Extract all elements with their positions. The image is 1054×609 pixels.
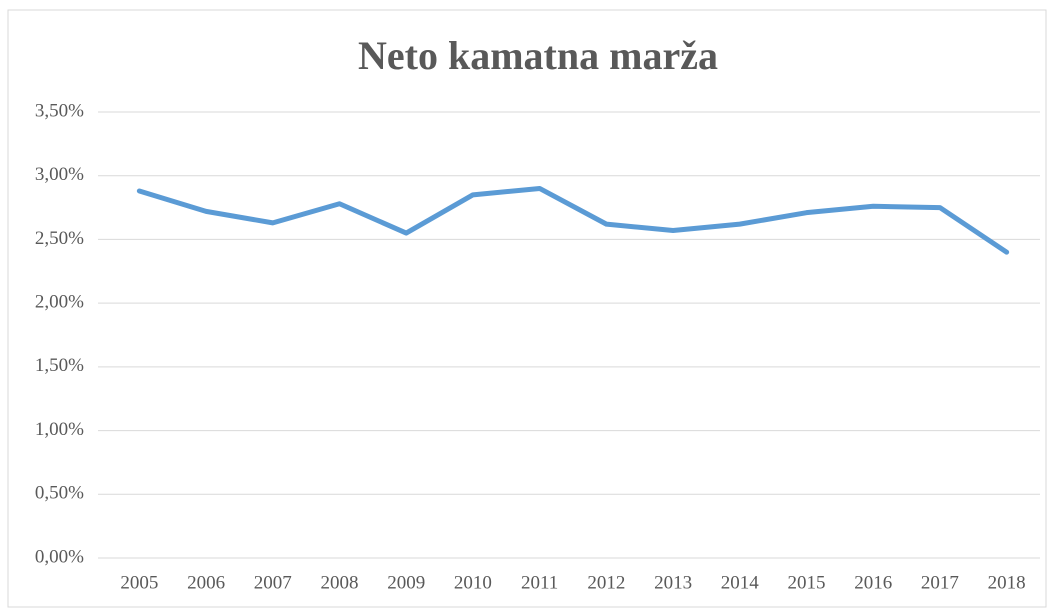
y-tick-label: 3,00%	[35, 164, 84, 185]
y-tick-label: 2,50%	[35, 228, 84, 249]
x-tick-label: 2008	[321, 572, 359, 593]
x-tick-label: 2018	[988, 572, 1026, 593]
x-tick-label: 2005	[120, 572, 158, 593]
y-tick-label: 1,00%	[35, 419, 84, 440]
chart-frame	[7, 9, 1047, 608]
x-tick-label: 2009	[387, 572, 425, 593]
y-tick-label: 2,00%	[35, 292, 84, 313]
y-tick-label: 3,50%	[35, 100, 84, 121]
chart-title: Neto kamatna marža	[358, 33, 718, 78]
x-tick-label: 2015	[788, 572, 826, 593]
x-tick-label: 2006	[187, 572, 225, 593]
x-tick-label: 2017	[921, 572, 959, 593]
x-tick-label: 2007	[254, 572, 292, 593]
x-tick-label: 2016	[854, 572, 892, 593]
y-tick-label: 0,00%	[35, 546, 84, 567]
x-tick-label: 2011	[521, 572, 558, 593]
data-line	[136, 185, 1010, 255]
x-tick-label: 2010	[454, 572, 492, 593]
x-tick-label: 2012	[587, 572, 625, 593]
y-tick-label: 0,50%	[35, 483, 84, 504]
x-tick-label: 2014	[721, 572, 760, 593]
y-tick-label: 1,50%	[35, 355, 84, 376]
x-tick-label: 2013	[654, 572, 692, 593]
